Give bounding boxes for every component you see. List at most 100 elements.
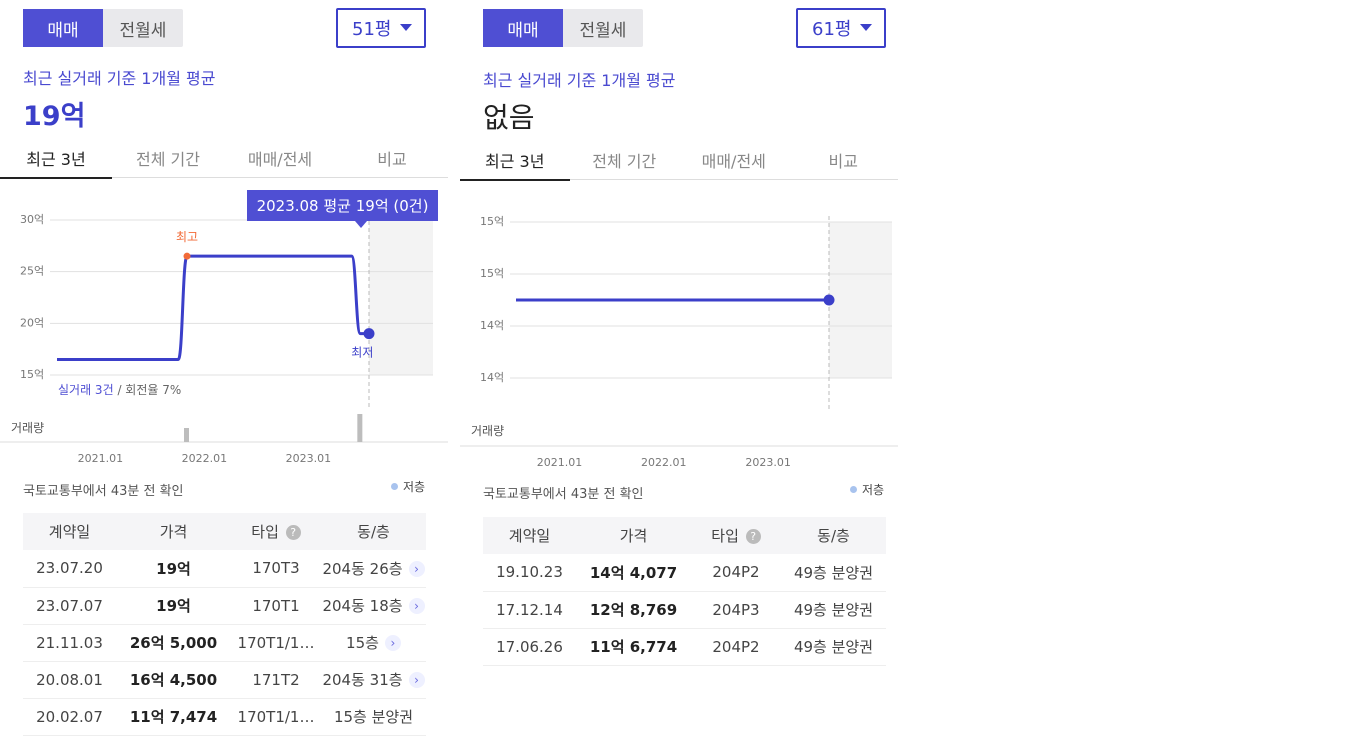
avg-price: 19억 xyxy=(23,101,86,132)
table-row[interactable]: 23.07.20 19억 170T3 204동 26층 › xyxy=(23,550,426,588)
trade-tab-sale[interactable]: 매매 xyxy=(23,9,103,47)
transactions-table: 계약일 가격 타입 ? 동/층 23.07.20 19억 170T3 204동 26층… xyxy=(23,513,426,736)
cell-type: 204P2 xyxy=(691,628,781,666)
tab-all-period[interactable]: 전체 기간 xyxy=(592,152,657,171)
avg-subtitle: 최근 실거래 기준 1개월 평균 xyxy=(23,69,216,88)
legend-dot-icon xyxy=(850,486,857,493)
y-tick-label: 14억 xyxy=(480,371,504,384)
col-price: 가격 xyxy=(116,513,231,550)
size-select[interactable]: 61평 xyxy=(796,8,886,48)
cell-date: 20.02.07 xyxy=(23,698,116,736)
col-type: 타입 ? xyxy=(231,513,321,550)
table-row: 19.10.23 14억 4,077 204P2 49층 분양권 xyxy=(483,554,886,592)
size-select-value: 51평 xyxy=(352,19,392,40)
y-tick-label: 30억 xyxy=(20,213,44,226)
col-floor: 동/층 xyxy=(781,517,886,554)
cell-floor: 49층 분양권 xyxy=(781,554,886,592)
transactions-table: 계약일 가격 타입 ? 동/층 19.10.23 14억 4,077 204P2 49… xyxy=(483,517,886,666)
cell-date: 17.12.14 xyxy=(483,591,576,629)
cell-price: 16억 4,500 xyxy=(116,661,231,699)
cell-type: 170T3 xyxy=(231,550,321,588)
legend-low-floor: 저층 xyxy=(850,481,884,498)
legend-label: 저층 xyxy=(403,480,426,494)
legend-dot-icon xyxy=(391,483,398,490)
cell-type: 204P2 xyxy=(691,554,781,592)
help-icon[interactable]: ? xyxy=(745,529,761,544)
cell-floor: 15층 분양권 xyxy=(321,698,426,736)
cell-floor: 204동 26층 › xyxy=(321,550,426,588)
x-tick-label: 2022.01 xyxy=(641,456,687,469)
trade-stats: 실거래 3건 / 회전율 7% xyxy=(58,381,181,398)
cell-price: 26억 5,000 xyxy=(116,624,231,662)
left-panel: 매매 전월세 51평 최근 실거래 기준 1개월 평균 19억 최근 3년 전체… xyxy=(0,0,448,744)
current-point xyxy=(823,294,835,306)
cell-type: 204P3 xyxy=(691,591,781,629)
caret-down-icon xyxy=(400,24,412,31)
cell-type: 170T1/1… xyxy=(231,624,321,662)
cell-date: 20.08.01 xyxy=(23,661,116,699)
tab-compare[interactable]: 비교 xyxy=(828,152,858,171)
tab-all-period[interactable]: 전체 기간 xyxy=(136,150,200,169)
data-source: 국토교통부에서 43분 전 확인 xyxy=(483,487,644,502)
tab-compare[interactable]: 비교 xyxy=(377,150,407,169)
cell-type: 170T1 xyxy=(231,587,321,625)
cell-type: 171T2 xyxy=(231,661,321,699)
cell-date: 17.06.26 xyxy=(483,628,576,666)
max-point xyxy=(183,252,191,260)
trade-tab-rent[interactable]: 전월세 xyxy=(579,20,627,41)
turnover-rate: / 회전율 7% xyxy=(113,383,182,397)
table-row: 17.12.14 12억 8,769 204P3 49층 분양권 xyxy=(483,591,886,629)
size-select-value: 61평 xyxy=(812,19,852,40)
caret-down-icon xyxy=(860,24,872,31)
y-tick-label: 15억 xyxy=(480,215,504,228)
col-price: 가격 xyxy=(576,517,691,554)
help-icon[interactable]: ? xyxy=(285,525,301,540)
x-tick-label: 2023.01 xyxy=(745,456,791,469)
cell-price: 19억 xyxy=(116,550,231,588)
cell-price: 12억 8,769 xyxy=(576,591,691,629)
period-tabs: 최근 3년 전체 기간 매매/전세 비교 xyxy=(460,140,898,181)
chevron-right-icon[interactable]: › xyxy=(408,598,425,614)
col-date: 계약일 xyxy=(483,517,576,554)
table-row[interactable]: 20.08.01 16억 4,500 171T2 204동 31층 › xyxy=(23,661,426,699)
cell-type: 170T1/1… xyxy=(231,698,321,736)
volume-label: 거래량 xyxy=(11,421,45,435)
legend-label: 저층 xyxy=(862,483,885,497)
future-region xyxy=(829,222,892,378)
y-tick-label: 20억 xyxy=(20,316,44,329)
trade-count: 실거래 3건 xyxy=(58,383,114,397)
y-tick-label: 15억 xyxy=(480,267,504,280)
col-type: 타입 ? xyxy=(691,517,781,554)
cell-floor: 49층 분양권 xyxy=(781,591,886,629)
size-select[interactable]: 51평 xyxy=(336,8,426,48)
chevron-right-icon[interactable]: › xyxy=(408,560,425,577)
right-panel: 매매 전월세 61평 최근 실거래 기준 1개월 평균 없음 최근 3년 전체 … xyxy=(460,0,898,744)
price-chart[interactable]: 15억 15억 14억 14억 2021.01 2022.01 2023.01 xyxy=(460,182,898,472)
x-tick-label: 2022.01 xyxy=(182,452,228,465)
future-region xyxy=(369,220,433,375)
min-label: 최저 xyxy=(351,346,373,360)
cell-price: 11억 7,474 xyxy=(116,698,231,736)
volume-label: 거래량 xyxy=(471,424,505,438)
current-point xyxy=(363,328,375,340)
cell-floor: 15층 › xyxy=(321,624,426,662)
cell-date: 19.10.23 xyxy=(483,554,576,592)
cell-price: 11억 6,774 xyxy=(576,628,691,666)
trade-tab-rent[interactable]: 전월세 xyxy=(119,20,167,41)
table-row[interactable]: 23.07.07 19억 170T1 204동 18층 › xyxy=(23,587,426,625)
cell-price: 14억 4,077 xyxy=(576,554,691,592)
trade-tab-sale[interactable]: 매매 xyxy=(483,9,563,47)
tab-sale-jeonse[interactable]: 매매/전세 xyxy=(701,152,766,171)
table-row[interactable]: 21.11.03 26억 5,000 170T1/1… 15층 › xyxy=(23,624,426,662)
tab-recent-3y[interactable]: 최근 3년 xyxy=(0,138,112,179)
y-tick-label: 25억 xyxy=(20,265,44,278)
table-row: 17.06.26 11억 6,774 204P2 49층 분양권 xyxy=(483,628,886,666)
max-label: 최고 xyxy=(176,230,198,244)
cell-price: 19억 xyxy=(116,587,231,625)
tab-recent-3y[interactable]: 최근 3년 xyxy=(460,140,570,181)
tab-sale-jeonse[interactable]: 매매/전세 xyxy=(247,150,313,169)
period-tabs: 최근 3년 전체 기간 매매/전세 비교 xyxy=(0,138,448,179)
chevron-right-icon[interactable]: › xyxy=(384,635,401,651)
chevron-right-icon[interactable]: › xyxy=(408,672,425,688)
